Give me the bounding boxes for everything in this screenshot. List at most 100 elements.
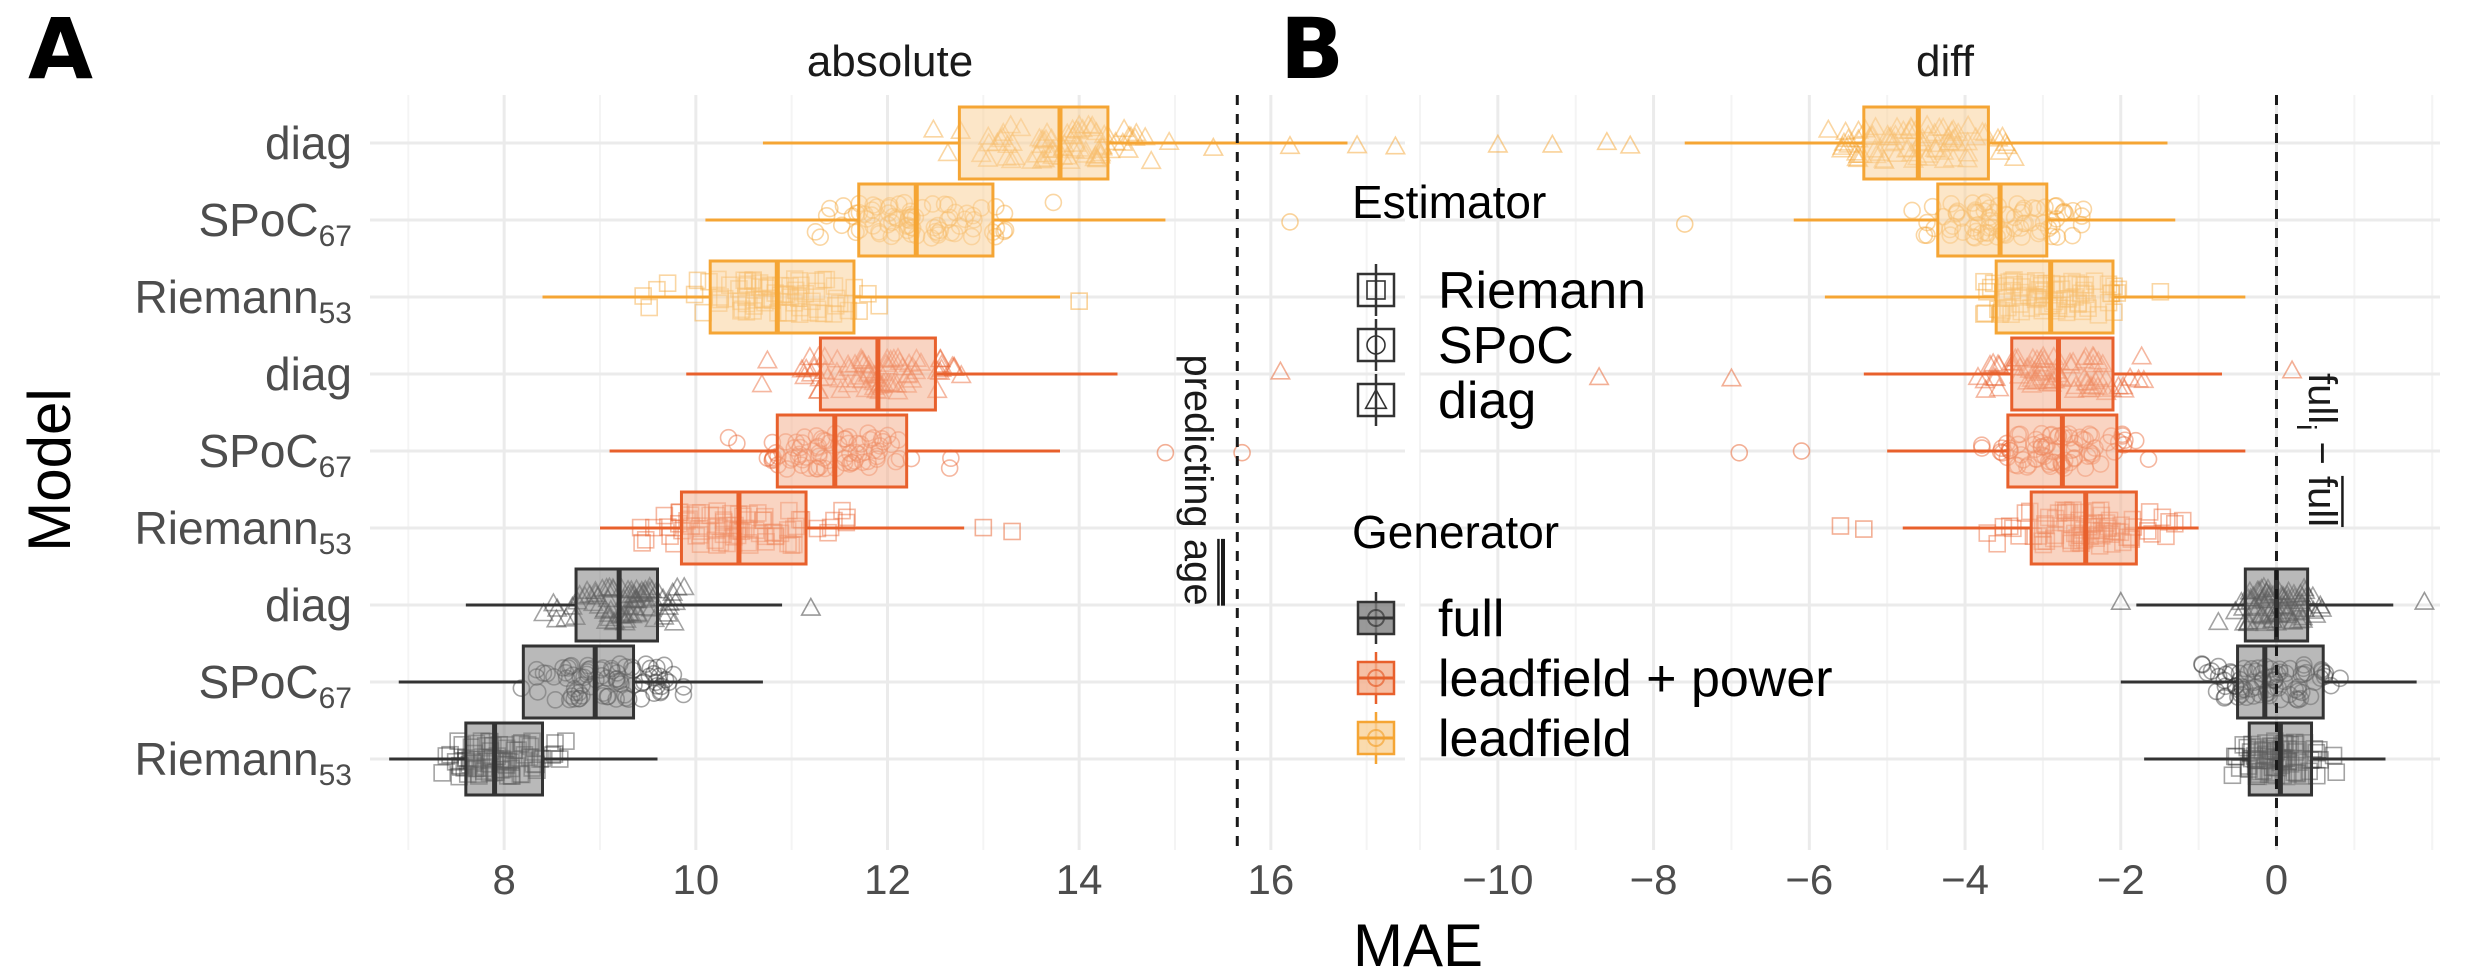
data-point bbox=[674, 678, 693, 696]
data-point bbox=[937, 142, 959, 162]
data-point bbox=[1988, 534, 2007, 553]
outlier-point bbox=[1720, 367, 1743, 387]
data-point bbox=[819, 523, 837, 542]
outlier-point bbox=[1619, 134, 1641, 154]
data-point bbox=[2074, 200, 2093, 219]
panel-b-letter: B bbox=[1280, 0, 1344, 98]
legend-key-point bbox=[1367, 669, 1385, 687]
legend-key-diag bbox=[1356, 374, 1396, 426]
x-tick-label: −8 bbox=[1630, 856, 1678, 903]
legend-key-box bbox=[1356, 272, 1396, 308]
data-point bbox=[1830, 138, 1852, 158]
x-tick-label: 16 bbox=[1247, 856, 1294, 903]
y-tick-label-subscript: 53 bbox=[319, 759, 352, 792]
data-point bbox=[940, 459, 959, 477]
data-point bbox=[658, 274, 677, 292]
box-row-diag-leadfield-power bbox=[686, 336, 1291, 412]
outlier-point bbox=[1384, 135, 1406, 155]
box-row-spoc67-full bbox=[2120, 644, 2417, 720]
box bbox=[679, 490, 808, 566]
data-point bbox=[1831, 135, 1854, 155]
data-point bbox=[546, 597, 568, 617]
data-point bbox=[2193, 655, 2211, 673]
x-tick-label: 10 bbox=[672, 856, 719, 903]
y-tick-label-main: diag bbox=[265, 348, 352, 400]
data-point bbox=[1918, 213, 1936, 232]
reference-label-b-subscript: i bbox=[2291, 424, 2322, 430]
data-point bbox=[719, 428, 738, 447]
data-point bbox=[1158, 130, 1180, 150]
legend-key-generator bbox=[1356, 652, 1396, 704]
data-point bbox=[2311, 597, 2333, 617]
reference-label-b-minus: − bbox=[2300, 430, 2344, 476]
data-point bbox=[2128, 368, 2150, 388]
outlier-point bbox=[1279, 135, 1301, 155]
legend-key-riemann bbox=[1356, 264, 1396, 316]
data-point bbox=[834, 197, 853, 215]
outlier-point bbox=[1070, 292, 1088, 310]
box bbox=[1936, 182, 2049, 258]
data-point bbox=[1975, 378, 1997, 398]
y-tick-label: diag bbox=[265, 348, 352, 400]
outlier-point bbox=[1596, 131, 1618, 151]
data-point bbox=[2216, 677, 2235, 696]
data-point bbox=[2133, 369, 2155, 389]
data-point bbox=[2139, 450, 2158, 468]
data-point bbox=[931, 353, 953, 373]
data-point bbox=[1817, 118, 1839, 138]
data-point bbox=[653, 605, 675, 625]
data-point bbox=[662, 581, 684, 601]
data-point bbox=[1985, 367, 2007, 387]
data-point bbox=[806, 223, 825, 241]
data-point bbox=[555, 607, 577, 627]
data-point bbox=[2143, 525, 2161, 543]
data-point bbox=[1975, 305, 1993, 323]
data-point bbox=[640, 298, 659, 317]
data-point bbox=[1989, 140, 2011, 160]
reference-label-b: fulli − full bbox=[2291, 373, 2344, 528]
data-point bbox=[636, 531, 655, 549]
box-row-riemann53-full bbox=[2144, 721, 2386, 797]
legend-key-box bbox=[1356, 382, 1396, 418]
data-point bbox=[922, 118, 944, 138]
data-point bbox=[545, 745, 564, 763]
data-point bbox=[2202, 662, 2221, 680]
data-point bbox=[557, 732, 575, 750]
svg-text:predicting age: predicting age bbox=[1176, 354, 1220, 605]
data-point bbox=[2215, 671, 2234, 690]
y-tick-label-main: Riemann bbox=[135, 271, 319, 323]
data-point bbox=[1846, 147, 1868, 167]
data-point bbox=[1837, 127, 1859, 147]
x-tick-label: 0 bbox=[2265, 856, 2288, 903]
legend-key-spoc bbox=[1356, 319, 1396, 371]
data-point bbox=[1983, 366, 2005, 386]
data-point bbox=[1845, 141, 1867, 161]
panel-b-title: diff bbox=[1916, 37, 1975, 86]
data-point bbox=[658, 591, 680, 611]
data-point bbox=[1987, 127, 2009, 147]
outlier-point bbox=[1792, 442, 1811, 460]
box-row-diag-leadfield bbox=[1487, 105, 2168, 181]
data-point bbox=[837, 513, 856, 532]
data-point bbox=[2139, 522, 2157, 540]
panel-a-plot-area: 8 10 12 14 16 bbox=[370, 95, 1406, 903]
data-point bbox=[674, 685, 693, 704]
outlier-point bbox=[1487, 133, 1509, 153]
data-point bbox=[664, 591, 687, 611]
box-row-diag-full bbox=[465, 567, 822, 643]
outlier-point bbox=[1730, 443, 1749, 462]
data-point bbox=[2224, 600, 2246, 620]
data-point bbox=[2153, 508, 2172, 527]
box-row-spoc67-leadfield-power bbox=[1730, 413, 2246, 489]
data-point bbox=[446, 753, 465, 771]
box-row-spoc67-full bbox=[398, 644, 763, 720]
x-tick-label: 14 bbox=[1056, 856, 1103, 903]
data-point bbox=[2113, 378, 2135, 398]
data-point bbox=[1978, 524, 1997, 542]
outlier-point bbox=[1855, 520, 1873, 538]
data-point bbox=[799, 346, 821, 366]
data-point bbox=[657, 602, 679, 622]
